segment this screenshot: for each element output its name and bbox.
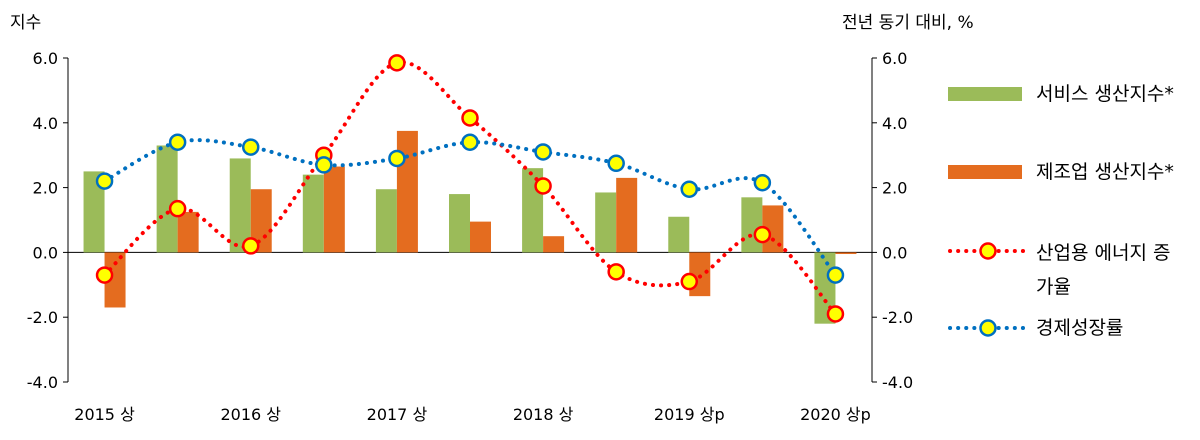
legend-item-manufacturing: 제조업 생산지수* bbox=[948, 158, 1174, 186]
manufacturing-bar bbox=[177, 211, 199, 253]
x-tick-label: 2020 상p bbox=[800, 405, 871, 424]
x-tick-label: 2015 상 bbox=[74, 405, 135, 424]
legend-label-service: 서비스 생산지수* bbox=[1036, 83, 1174, 105]
left-tick-label: 0.0 bbox=[33, 243, 58, 262]
energy-growth-point bbox=[534, 177, 552, 195]
energy-growth-point bbox=[95, 266, 114, 284]
energy-growth-point bbox=[680, 272, 699, 291]
gdp-growth-point bbox=[534, 143, 552, 161]
x-tick-label: 2016 상 bbox=[220, 405, 281, 424]
gdp-growth-point bbox=[607, 154, 625, 173]
legend-swatch-energy bbox=[948, 238, 1028, 264]
energy-growth-point bbox=[241, 237, 260, 255]
service-bar bbox=[741, 197, 763, 253]
gdp-growth-point bbox=[241, 138, 260, 156]
legend-item-service: 서비스 생산지수* bbox=[948, 80, 1174, 108]
manufacturing-bar bbox=[323, 166, 345, 253]
legend-label-manufacturing: 제조업 생산지수* bbox=[1036, 161, 1174, 183]
left-tick-label: 4.0 bbox=[33, 114, 58, 133]
service-bar bbox=[375, 189, 397, 253]
right-tick-label: 6.0 bbox=[882, 49, 907, 68]
right-axis-title: 전년 동기 대비, % bbox=[842, 13, 974, 33]
gdp-growth-point bbox=[95, 172, 114, 190]
left-tick-label: -4.0 bbox=[27, 373, 58, 392]
energy-growth-line bbox=[102, 60, 838, 316]
legend-swatch-manufacturing bbox=[948, 159, 1028, 185]
x-tick-label: 2017 상 bbox=[367, 405, 428, 424]
service-bar bbox=[83, 171, 105, 253]
gdp-growth-point bbox=[168, 133, 187, 151]
right-tick-label: 4.0 bbox=[882, 114, 907, 133]
gdp-growth-point bbox=[826, 266, 845, 284]
gdp-growth-point bbox=[388, 149, 406, 168]
legend-item-gdp: 경제성장률 bbox=[948, 314, 1123, 342]
right-tick-label: -4.0 bbox=[882, 373, 913, 392]
left-tick-label: -2.0 bbox=[27, 308, 58, 327]
legend-item-energy: 산업용 에너지 증가율 bbox=[948, 236, 1176, 304]
x-tick-label: 2019 상p bbox=[654, 405, 725, 424]
legend-swatch-gdp bbox=[948, 315, 1028, 341]
manufacturing-bar bbox=[616, 177, 638, 253]
gdp-growth-point bbox=[753, 173, 772, 192]
manufacturing-bar bbox=[543, 236, 565, 253]
manufacturing-bar bbox=[104, 252, 126, 308]
right-tick-label: -2.0 bbox=[882, 308, 913, 327]
service-bar bbox=[449, 194, 470, 253]
service-bar bbox=[229, 158, 251, 253]
energy-growth-point bbox=[753, 225, 772, 244]
manufacturing-bar bbox=[835, 252, 857, 255]
gdp-growth-point bbox=[461, 133, 479, 151]
energy-growth-point bbox=[461, 109, 479, 127]
legend-label-energy: 산업용 에너지 증가율 bbox=[1036, 242, 1171, 298]
legend-label-gdp: 경제성장률 bbox=[1036, 317, 1124, 339]
gdp-growth-point bbox=[315, 156, 333, 174]
left-axis-title: 지수 bbox=[10, 13, 42, 33]
chart-legend: 서비스 생산지수* 제조업 생산지수* 산업용 에너지 증가율 경제성장률 bbox=[948, 0, 1200, 440]
left-tick-label: 6.0 bbox=[33, 49, 58, 68]
left-tick-label: 2.0 bbox=[33, 179, 58, 198]
gdp-growth-point bbox=[680, 180, 699, 198]
manufacturing-bar bbox=[396, 130, 418, 253]
right-tick-label: 2.0 bbox=[882, 179, 907, 198]
service-bar bbox=[595, 192, 617, 253]
service-bar bbox=[302, 174, 324, 253]
energy-growth-point bbox=[168, 199, 187, 218]
energy-growth-point bbox=[826, 305, 845, 323]
legend-swatch-service bbox=[948, 81, 1028, 107]
manufacturing-bar bbox=[470, 221, 491, 253]
energy-growth-point bbox=[388, 54, 406, 72]
x-tick-label: 2018 상 bbox=[513, 405, 574, 424]
right-tick-label: 0.0 bbox=[882, 243, 907, 262]
energy-growth-point bbox=[607, 263, 625, 281]
service-bar bbox=[156, 145, 178, 253]
service-bar bbox=[668, 216, 690, 253]
